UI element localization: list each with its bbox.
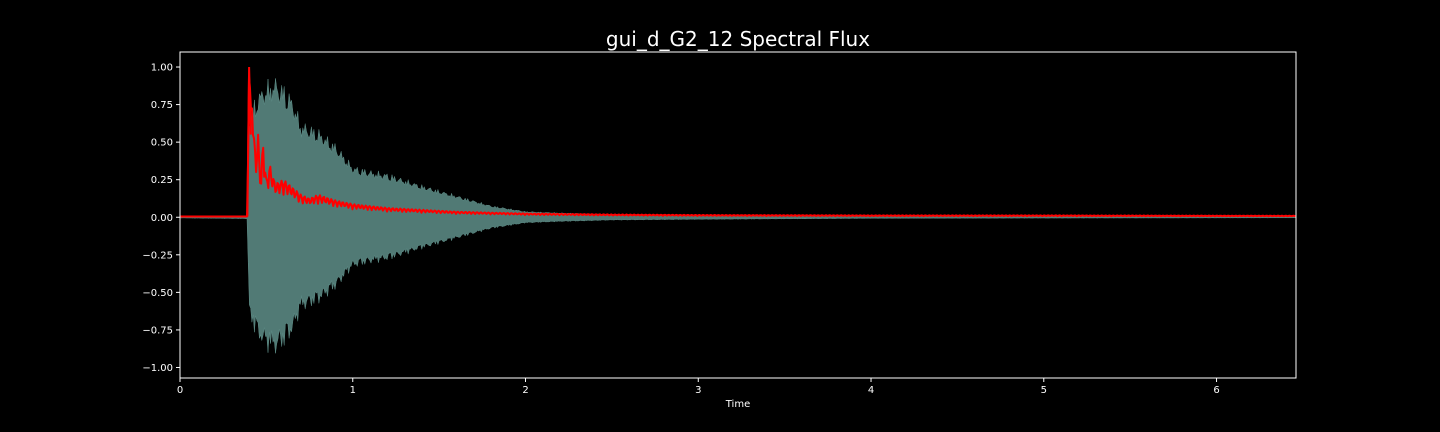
plot-area xyxy=(179,66,1297,354)
x-tick-label: 6 xyxy=(1213,385,1219,396)
x-tick-label: 0 xyxy=(177,385,183,396)
x-tick-label: 2 xyxy=(522,385,528,396)
x-axis: 0 1 2 3 4 5 6 xyxy=(177,378,1220,396)
y-tick-label: 0.75 xyxy=(151,100,173,111)
spectral-flux-peak xyxy=(246,66,252,217)
y-tick-label: −0.50 xyxy=(142,288,173,299)
chart-title: gui_d_G2_12 Spectral Flux xyxy=(606,27,870,51)
x-tick-label: 3 xyxy=(695,385,701,396)
x-axis-label: Time xyxy=(725,399,750,410)
x-tick-label: 1 xyxy=(350,385,356,396)
x-tick-label: 4 xyxy=(868,385,874,396)
y-tick-label: −1.00 xyxy=(142,363,173,374)
y-tick-label: 0.25 xyxy=(151,175,173,186)
y-tick-label: −0.25 xyxy=(142,250,173,261)
y-tick-label: 0.50 xyxy=(151,138,173,149)
y-axis: 1.00 0.75 0.50 0.25 0.00 −0.25 −0.50 −0.75 −1.00 xyxy=(142,63,180,374)
y-tick-label: 1.00 xyxy=(151,63,173,74)
y-tick-label: −0.75 xyxy=(142,325,173,336)
y-tick-label: 0.00 xyxy=(151,213,173,224)
spectral-flux-line xyxy=(180,75,1297,218)
x-tick-label: 5 xyxy=(1041,385,1047,396)
axes-frame xyxy=(179,51,1297,379)
